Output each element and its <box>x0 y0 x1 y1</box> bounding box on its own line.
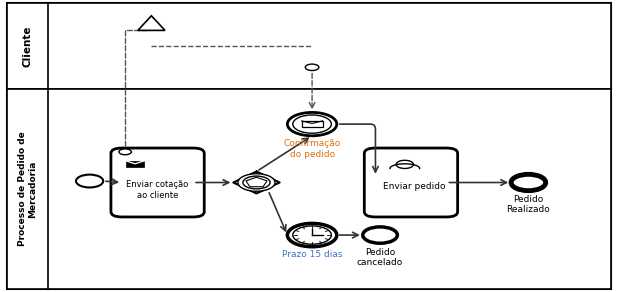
Bar <box>7 89 48 289</box>
Circle shape <box>396 160 413 168</box>
Bar <box>7 3 48 89</box>
Text: Pedido
cancelado: Pedido cancelado <box>357 248 403 267</box>
Circle shape <box>238 174 275 191</box>
Text: Cliente: Cliente <box>22 25 33 67</box>
Text: Enviar pedido: Enviar pedido <box>383 182 446 191</box>
FancyBboxPatch shape <box>365 148 457 217</box>
Text: Pedido
Realizado: Pedido Realizado <box>507 195 550 214</box>
Text: Prazo 15 dias: Prazo 15 dias <box>282 250 342 259</box>
Text: Confirmação
do pedido: Confirmação do pedido <box>284 139 341 159</box>
Circle shape <box>76 175 103 187</box>
Polygon shape <box>234 172 279 193</box>
Circle shape <box>363 227 397 243</box>
Circle shape <box>287 223 337 247</box>
Circle shape <box>287 112 337 136</box>
Bar <box>7 89 611 289</box>
Bar <box>7 3 611 89</box>
Circle shape <box>119 149 132 155</box>
Circle shape <box>293 226 331 244</box>
Circle shape <box>511 174 546 191</box>
FancyBboxPatch shape <box>111 148 205 217</box>
Circle shape <box>293 115 331 133</box>
Bar <box>302 121 323 127</box>
Bar <box>126 161 145 167</box>
Text: Enviar cotação
ao cliente: Enviar cotação ao cliente <box>127 180 188 199</box>
Text: Processo de Pedido de
Mercadoria: Processo de Pedido de Mercadoria <box>18 132 37 246</box>
Circle shape <box>305 64 319 71</box>
Circle shape <box>243 176 270 189</box>
